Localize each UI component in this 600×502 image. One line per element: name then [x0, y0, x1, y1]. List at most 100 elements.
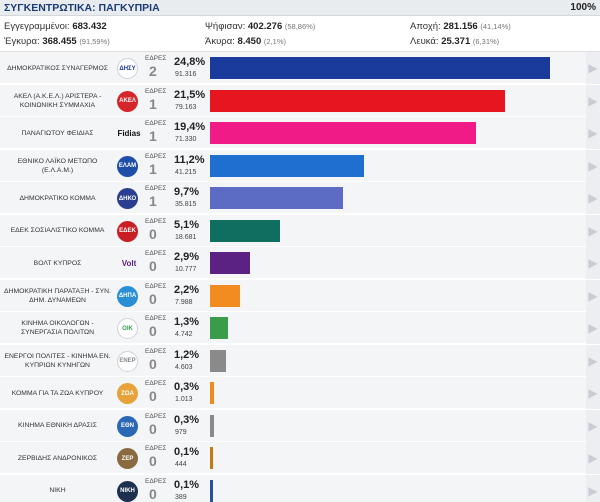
result-bar	[210, 284, 241, 307]
vote-count: 444	[175, 461, 187, 468]
party-row[interactable]: ΑΚΕΛ (Α.Κ.Ε.Λ.) ΑΡΙΣΤΕΡΑ - ΚΟΙΝΩΝΙΚΗ ΣΥΜ…	[0, 84, 600, 117]
abstention-value: 281.156	[443, 21, 478, 32]
result-bar	[210, 317, 228, 339]
expand-arrow-icon[interactable]: ▶	[586, 409, 600, 442]
party-row[interactable]: ΕΘΝΙΚΟ ΛΑΪΚΟ ΜΕΤΩΠΟ (Ε.Λ.Α.Μ.) ΕΛΑΜ ΕΔΡΕΣ 1…	[0, 149, 600, 182]
seats-count: 0	[149, 290, 157, 307]
expand-arrow-icon[interactable]: ▶	[586, 117, 600, 149]
result-bar	[210, 252, 250, 274]
valid-value: 368.455	[42, 36, 77, 47]
vote-percentage: 2,2%	[174, 283, 200, 296]
valid-pct: (91,59%)	[79, 37, 110, 46]
party-name: ΠΑΝΑΓΙΩΤΟΥ ΦΕΙΔΙΑΣ	[21, 129, 94, 137]
expand-arrow-icon[interactable]: ▶	[586, 312, 600, 344]
seats-label: ΕΔΡΕΣ	[145, 120, 167, 127]
vote-percentage: 0,3%	[174, 413, 200, 426]
party-name: ΔΗΜΟΚΡΑΤΙΚΗ ΠΑΡΑΤΑΞΗ - ΣΥΝ. ΔΗΜ. ΔΥΝΑΜΕΩ…	[4, 287, 111, 304]
party-name: ΝΙΚΗ	[49, 487, 66, 494]
party-logo-text: ΕΝΕΡ	[119, 358, 136, 364]
vote-percentage: 2,9%	[174, 251, 200, 263]
vote-count: 18.681	[175, 233, 197, 241]
akel-logo-icon: ΑΚΕΛ	[117, 90, 138, 112]
vote-count: 79.163	[175, 103, 197, 111]
expand-arrow-icon[interactable]: ▶	[586, 52, 600, 84]
vote-percentage: 9,7%	[174, 186, 200, 198]
seats-label: ΕΔΡΕΣ	[145, 412, 167, 420]
party-row[interactable]: ΠΑΝΑΓΙΩΤΟΥ ΦΕΙΔΙΑΣ Fidias ΕΔΡΕΣ 1 19,4% 71.33…	[0, 117, 600, 149]
expand-arrow-icon[interactable]: ▶	[586, 344, 600, 377]
seats-label: ΕΔΡΕΣ	[145, 87, 167, 95]
party-row[interactable]: ΖΕΡΒΙΔΗΣ ΑΝΔΡΟΝΙΚΟΣ ΖΕΡ ΕΔΡΕΣ 0 0,1% 444 ▶	[0, 442, 600, 474]
seats-count: 0	[149, 420, 157, 437]
expand-arrow-icon[interactable]: ▶	[586, 182, 600, 214]
voted-label: Ψήφισαν:	[205, 21, 246, 32]
party-logo-text: Volt	[121, 259, 137, 268]
result-bar	[210, 187, 343, 209]
vote-percentage: 1,2%	[174, 348, 200, 361]
expand-arrow-icon[interactable]: ▶	[586, 474, 600, 502]
party-row[interactable]: ΕΝΕΡΓΟΙ ΠΟΛΙΤΕΣ - ΚΙΝΗΜΑ ΕΝ. ΚΥΠΡΙΩΝ ΚΥΝ…	[0, 344, 600, 377]
vote-count: 41.215	[175, 168, 197, 176]
expand-arrow-icon[interactable]: ▶	[586, 442, 600, 474]
party-row[interactable]: ΚΟΜΜΑ ΓΙΑ ΤΑ ΖΩΑ ΚΥΠΡΟΥ ΖΩΑ ΕΔΡΕΣ 0 0,3% 1.01…	[0, 377, 600, 409]
expand-arrow-icon[interactable]: ▶	[586, 377, 600, 409]
vote-percentage: 19,4%	[174, 121, 206, 133]
party-row[interactable]: ΒΟΛΤ ΚΥΠΡΟΣ Volt ΕΔΡΕΣ 0 2,9% 10.777 ▶	[0, 247, 600, 279]
niki-logo-icon: ΝΙΚΗ	[117, 480, 138, 502]
party-name: ΔΗΜΟΚΡΑΤΙΚΟΣ ΣΥΝΑΓΕΡΜΟΣ	[7, 64, 108, 72]
party-logo-text: ΔΗΠΑ	[118, 293, 137, 299]
party-name: ΕΘΝΙΚΟ ΛΑΪΚΟ ΜΕΤΩΠΟ (Ε.Λ.Α.Μ.)	[17, 157, 98, 174]
result-bar	[210, 479, 213, 502]
party-row[interactable]: ΚΙΝΗΜΑ ΕΘΝΙΚΗ ΔΡΑΣΙΣ ΕΘΝ ΕΔΡΕΣ 0 0,3% 979 ▶	[0, 409, 600, 442]
seats-label: ΕΔΡΕΣ	[145, 282, 167, 290]
party-row[interactable]: ΔΗΜΟΚΡΑΤΙΚΟ ΚΟΜΜΑ ΔΗΚΟ ΕΔΡΕΣ 1 9,7% 35.815 ▶	[0, 182, 600, 214]
party-logo-text: ΖΕΡ	[121, 455, 134, 462]
party-row[interactable]: ΝΙΚΗ ΝΙΚΗ ΕΔΡΕΣ 0 0,1% 389 ▶	[0, 474, 600, 502]
vote-count: 10.777	[175, 266, 197, 273]
party-name: ΚΟΜΜΑ ΓΙΑ ΤΑ ΖΩΑ ΚΥΠΡΟΥ	[11, 389, 104, 397]
invalid-stat: Άκυρα: 8.450 (2,1%)	[205, 36, 286, 47]
seats-label: ΕΔΡΕΣ	[145, 55, 167, 62]
party-row[interactable]: ΔΗΜΟΚΡΑΤΙΚΗ ΠΑΡΑΤΑΞΗ - ΣΥΝ. ΔΗΜ. ΔΥΝΑΜΕΩ…	[0, 279, 600, 312]
voted-value: 402.276	[247, 21, 283, 32]
seats-count: 1	[149, 193, 157, 209]
expand-arrow-icon[interactable]: ▶	[586, 84, 600, 117]
expand-arrow-icon[interactable]: ▶	[586, 247, 600, 279]
national-action-logo-icon: ΕΘΝ	[117, 415, 138, 437]
seats-count: 1	[149, 160, 157, 177]
result-bar	[210, 447, 213, 469]
party-row[interactable]: ΚΙΝΗΜΑ ΟΙΚΟΛΟΓΩΝ - ΣΥΝΕΡΓΑΣΙΑ ΠΟΛΙΤΩΝ ΟΙΚ…	[0, 312, 600, 344]
valid-label: Έγκυρα:	[4, 36, 40, 47]
disy-logo-icon: ΔΗΣΥ	[117, 58, 138, 79]
abstention-pct: (41,14%)	[480, 22, 511, 31]
vote-percentage: 0,3%	[174, 381, 200, 393]
party-name: ΕΔΕΚ ΣΟΣΙΑΛΙΣΤΙΚΟ ΚΟΜΜΑ	[10, 227, 105, 234]
expand-arrow-icon[interactable]: ▶	[586, 214, 600, 247]
vote-count: 91.316	[175, 71, 197, 78]
seats-count: 1	[149, 95, 157, 112]
party-logo-text: ΕΛΑΜ	[118, 163, 137, 169]
abstention-label: Αποχή:	[410, 21, 441, 32]
vote-count: 979	[175, 428, 187, 436]
party-row[interactable]: ΔΗΜΟΚΡΑΤΙΚΟΣ ΣΥΝΑΓΕΡΜΟΣ ΔΗΣΥ ΕΔΡΕΣ 2 24,8% 91…	[0, 52, 600, 84]
result-bar	[210, 349, 227, 372]
blank-stat: Λευκά: 25.371 (6,31%)	[410, 36, 499, 47]
animals-party-logo-icon: ΖΩΑ	[117, 383, 138, 404]
expand-arrow-icon[interactable]: ▶	[586, 279, 600, 312]
seats-count: 0	[149, 323, 157, 339]
party-row[interactable]: ΕΔΕΚ ΣΟΣΙΑΛΙΣΤΙΚΟ ΚΟΜΜΑ ΕΔΕΚ ΕΔΡΕΣ 0 5,1% 18.…	[0, 214, 600, 247]
voted-stat: Ψήφισαν: 402.276 (58,86%)	[205, 21, 315, 32]
party-name: ΚΙΝΗΜΑ ΟΙΚΟΛΟΓΩΝ - ΣΥΝΕΡΓΑΣΙΑ ΠΟΛΙΤΩΝ	[20, 320, 95, 336]
party-logo-text: Fidias	[117, 129, 141, 138]
abstention-stat: Αποχή: 281.156 (41,14%)	[410, 21, 511, 32]
vote-count: 71.330	[175, 136, 197, 143]
valid-stat: Έγκυρα: 368.455 (91,59%)	[4, 36, 110, 47]
elam-logo-icon: ΕΛΑΜ	[117, 155, 138, 177]
invalid-pct: (2,1%)	[263, 37, 286, 46]
seats-label: ΕΔΡΕΣ	[145, 217, 167, 225]
vote-percentage: 0,1%	[174, 478, 200, 491]
expand-arrow-icon[interactable]: ▶	[586, 149, 600, 182]
seats-label: ΕΔΡΕΣ	[145, 152, 167, 160]
vote-count: 4.742	[175, 331, 193, 338]
turnout-stats: Εγγεγραμμένοι: 683.432 Ψήφισαν: 402.276 …	[0, 16, 600, 52]
